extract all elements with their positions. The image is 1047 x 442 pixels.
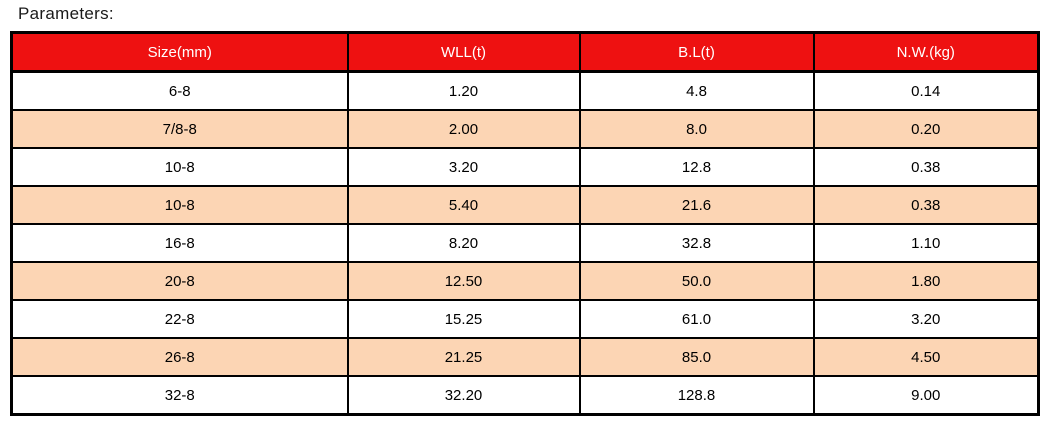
- cell-nw: 0.38: [812, 185, 1040, 225]
- table-row: 16-8 8.20 32.8 1.10: [10, 223, 1040, 263]
- table-header-row: Size(mm) WLL(t) B.L(t) N.W.(kg): [10, 31, 1040, 73]
- cell-size: 6-8: [10, 70, 349, 111]
- table-row: 6-8 1.20 4.8 0.14: [10, 70, 1040, 111]
- table-row: 10-8 3.20 12.8 0.38: [10, 147, 1040, 187]
- cell-bl: 8.0: [578, 109, 815, 149]
- cell-size: 10-8: [10, 185, 349, 225]
- cell-nw: 1.80: [812, 261, 1040, 301]
- cell-wll: 21.25: [346, 337, 581, 377]
- cell-wll: 12.50: [346, 261, 581, 301]
- parameters-table: Size(mm) WLL(t) B.L(t) N.W.(kg) 6-8 1.20…: [10, 31, 1040, 416]
- cell-bl: 61.0: [578, 299, 815, 339]
- cell-wll: 8.20: [346, 223, 581, 263]
- cell-wll: 3.20: [346, 147, 581, 187]
- table-row: 20-8 12.50 50.0 1.80: [10, 261, 1040, 301]
- cell-wll: 32.20: [346, 375, 581, 416]
- column-header-wll: WLL(t): [346, 31, 581, 73]
- cell-nw: 0.14: [812, 70, 1040, 111]
- cell-bl: 12.8: [578, 147, 815, 187]
- cell-bl: 50.0: [578, 261, 815, 301]
- cell-size: 20-8: [10, 261, 349, 301]
- cell-nw: 0.20: [812, 109, 1040, 149]
- cell-size: 16-8: [10, 223, 349, 263]
- page-title: Parameters:: [18, 4, 114, 23]
- cell-size: 7/8-8: [10, 109, 349, 149]
- cell-bl: 85.0: [578, 337, 815, 377]
- cell-wll: 5.40: [346, 185, 581, 225]
- cell-bl: 128.8: [578, 375, 815, 416]
- cell-wll: 2.00: [346, 109, 581, 149]
- cell-nw: 1.10: [812, 223, 1040, 263]
- cell-nw: 9.00: [812, 375, 1040, 416]
- table-row: 10-8 5.40 21.6 0.38: [10, 185, 1040, 225]
- table-row: 7/8-8 2.00 8.0 0.20: [10, 109, 1040, 149]
- cell-wll: 15.25: [346, 299, 581, 339]
- cell-bl: 21.6: [578, 185, 815, 225]
- cell-bl: 32.8: [578, 223, 815, 263]
- table-row: 26-8 21.25 85.0 4.50: [10, 337, 1040, 377]
- column-header-size: Size(mm): [10, 31, 349, 73]
- cell-size: 22-8: [10, 299, 349, 339]
- column-header-bl: B.L(t): [578, 31, 815, 73]
- cell-size: 32-8: [10, 375, 349, 416]
- column-header-nw: N.W.(kg): [812, 31, 1040, 73]
- table-row: 32-8 32.20 128.8 9.00: [10, 375, 1040, 416]
- table-row: 22-8 15.25 61.0 3.20: [10, 299, 1040, 339]
- cell-nw: 4.50: [812, 337, 1040, 377]
- cell-wll: 1.20: [346, 70, 581, 111]
- cell-size: 10-8: [10, 147, 349, 187]
- cell-bl: 4.8: [578, 70, 815, 111]
- cell-nw: 0.38: [812, 147, 1040, 187]
- cell-nw: 3.20: [812, 299, 1040, 339]
- cell-size: 26-8: [10, 337, 349, 377]
